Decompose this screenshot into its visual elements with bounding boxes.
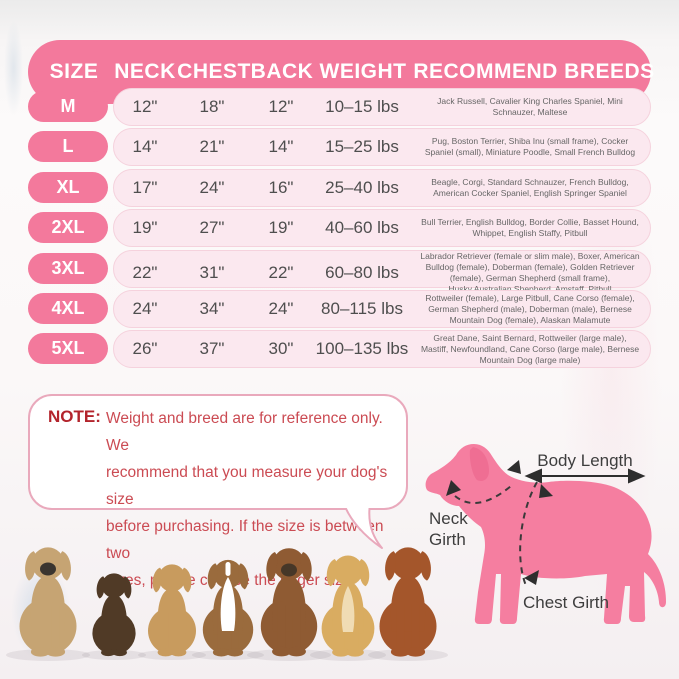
dog-photo-vizsla [379, 547, 437, 657]
breeds-value: Rottweiler (female), Large Pitbull, Cane… [425, 292, 635, 325]
size-badge: 3XL [28, 253, 108, 284]
body-length-arrow-icon [524, 468, 646, 484]
breeds-value: Great Dane, Saint Bernard, Rottweiler (l… [420, 332, 640, 365]
table-row: L 14" 21" 14" 15–25 lbs Pug, Boston Terr… [0, 128, 679, 166]
weight-value: 80–115 lbs [321, 299, 403, 318]
size-badge: M [28, 91, 108, 122]
dog-photo-boxer [260, 548, 318, 657]
header-chest: CHEST [177, 60, 251, 83]
header-recommend-breeds: RECOMMEND BREEDS [413, 60, 655, 83]
neck-value: 14" [132, 137, 158, 156]
table-row: 5XL 26" 37" 30" 100–135 lbs Great Dane, … [0, 330, 679, 368]
back-value: 14" [268, 137, 294, 156]
weight-value: 15–25 lbs [325, 137, 399, 156]
weight-value: 60–80 lbs [325, 263, 399, 282]
dog-photo-golden-retriever [321, 555, 375, 657]
dog-photo-border-collie [202, 559, 254, 657]
back-value: 12" [268, 97, 294, 116]
back-value: 22" [268, 263, 294, 282]
chest-value: 31" [199, 263, 225, 282]
neck-value: 24" [132, 299, 158, 318]
measure-arrows-icon [446, 460, 553, 585]
neck-value: 12" [132, 97, 158, 116]
weight-value: 100–135 lbs [315, 339, 409, 358]
chest-value: 24" [199, 178, 225, 197]
header-back: BACK [250, 60, 314, 83]
table-row: 2XL 19" 27" 19" 40–60 lbs Bull Terrier, … [0, 209, 679, 247]
chest-value: 18" [199, 97, 225, 116]
weight-value: 40–60 lbs [325, 218, 399, 237]
chest-value: 37" [199, 339, 225, 358]
size-badge: 5XL [28, 333, 108, 364]
breeds-value: Beagle, Corgi, Standard Schnauzer, Frenc… [431, 177, 629, 198]
dog-photo-cocker-spaniel-golden [148, 564, 196, 657]
header-size: SIZE [49, 60, 99, 83]
body-length-label: Body Length [537, 451, 633, 470]
dog-photo-bullmastiff [19, 547, 77, 657]
speech-bubble-tail-icon [343, 504, 383, 549]
size-badge: 2XL [28, 212, 108, 243]
neck-value: 19" [132, 218, 158, 237]
dog-ear-icon [469, 447, 489, 481]
size-badge: 4XL [28, 293, 108, 324]
chest-value: 27" [199, 218, 225, 237]
neck-value: 22" [132, 263, 158, 282]
header-neck: NECK [114, 60, 176, 83]
neck-value: 26" [132, 339, 158, 358]
weight-value: 25–40 lbs [325, 178, 399, 197]
back-value: 19" [268, 218, 294, 237]
breeds-value: Pug, Boston Terrier, Shiba Inu (small fr… [424, 136, 636, 157]
chest-value: 21" [199, 137, 225, 156]
chest-girth-dashes-icon [519, 481, 538, 589]
size-badge: L [28, 131, 108, 162]
header-weight: WEIGHT [319, 60, 407, 83]
table-row: XL 17" 24" 16" 25–40 lbs Beagle, Corgi, … [0, 169, 679, 207]
chest-girth-label: Chest Girth [523, 593, 609, 612]
size-badge: XL [28, 172, 108, 203]
chest-value: 34" [199, 299, 225, 318]
dog-photo-cocker-spaniel-brown [92, 573, 136, 657]
back-value: 16" [268, 178, 294, 197]
breeds-value: Jack Russell, Cavalier King Charles Span… [437, 96, 623, 117]
weight-value: 10–15 lbs [325, 97, 399, 116]
note-label: NOTE: [48, 407, 101, 426]
neck-girth-dashes-icon [454, 485, 512, 504]
table-row: 4XL 24" 34" 24" 80–115 lbs Rottweiler (f… [0, 290, 679, 328]
measuring-diagram: Body Length Neck Girth Chest Girth [415, 424, 679, 639]
dog-silhouette-icon [425, 444, 666, 624]
neck-value: 17" [132, 178, 158, 197]
note-line: before purchasing. If the size is betwee… [106, 518, 384, 562]
neck-girth-label: Neck Girth [429, 509, 468, 549]
table-row: M 12" 18" 12" 10–15 lbs Jack Russell, Ca… [0, 88, 679, 126]
note-line: recommend that you measure your dog's si… [106, 464, 388, 508]
note-line: Weight and breed are for reference only.… [106, 410, 383, 454]
note-bubble: NOTE: Weight and breed are for reference… [28, 394, 408, 589]
dog-photos [6, 547, 448, 661]
table-row: 3XL 22" 31" 22" 60–80 lbs Labrador Retri… [0, 250, 679, 294]
back-value: 24" [268, 299, 294, 318]
breeds-value: Bull Terrier, English Bulldog, Border Co… [421, 217, 639, 238]
breeds-value: Labrador Retriever (female or slim male)… [420, 251, 640, 294]
back-value: 30" [268, 339, 294, 358]
